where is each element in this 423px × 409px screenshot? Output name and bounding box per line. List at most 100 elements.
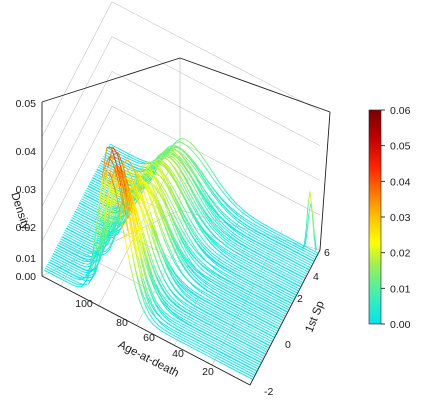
- density-curve-segment: [223, 220, 230, 225]
- density-curve-segment: [243, 348, 250, 352]
- density-curve-segment: [295, 259, 301, 263]
- density-curve-segment: [146, 249, 153, 266]
- density-curve-segment: [187, 245, 194, 253]
- density-curve-segment: [182, 326, 189, 330]
- density-curve-segment: [210, 319, 216, 323]
- density-curve-segment: [165, 182, 172, 191]
- density-curve-segment: [201, 314, 207, 318]
- density-curve-segment: [198, 332, 204, 336]
- density-curve-segment: [159, 322, 165, 328]
- density-curve-segment: [213, 313, 220, 317]
- density-curve-segment: [211, 328, 218, 332]
- density-curve-segment: [142, 284, 149, 299]
- density-curve-segment: [195, 336, 202, 340]
- density-curve-segment: [265, 340, 272, 344]
- density-curve-segment: [80, 246, 86, 250]
- density-curve-segment: [243, 337, 249, 341]
- density-curve-segment: [277, 247, 284, 251]
- density-curve-segment: [173, 166, 179, 174]
- density-curve-segment: [247, 272, 253, 276]
- density-curve-segment: [198, 343, 204, 347]
- density-curve-segment: [167, 307, 173, 313]
- density-curve-segment: [267, 290, 273, 295]
- density-curve-segment: [242, 280, 249, 284]
- density-curve-segment: [145, 225, 151, 243]
- density-curve-segment: [228, 285, 234, 290]
- density-curve-segment: [68, 245, 74, 249]
- density-curve-segment: [263, 334, 269, 338]
- density-curve-segment: [297, 255, 304, 259]
- density-curve-segment: [179, 255, 186, 265]
- density-curve-segment: [241, 317, 248, 321]
- density-curve-segment: [248, 339, 254, 343]
- density-curve-segment: [217, 231, 223, 237]
- density-curve-segment: [209, 332, 216, 336]
- density-curve-segment: [178, 158, 185, 165]
- density-curve-segment: [250, 300, 256, 304]
- density-curve-segment: [260, 222, 266, 226]
- density-curve-segment: [88, 273, 94, 277]
- density-curve-segment: [171, 174, 177, 184]
- density-curve-segment: [300, 251, 306, 255]
- density-curve-segment: [229, 247, 235, 252]
- density-curve-segment: [192, 279, 199, 285]
- density-curve-segment: [113, 164, 119, 182]
- density-curve-segment: [220, 346, 226, 350]
- density-curve-segment: [58, 277, 64, 281]
- density-curve-segment: [235, 206, 242, 212]
- density-curve-segment: [75, 232, 81, 237]
- density-curve-segment: [285, 257, 291, 261]
- density-curve-segment: [207, 203, 213, 212]
- density-curve-segment: [210, 295, 217, 300]
- density-curve-segment: [266, 327, 272, 331]
- density-curve-segment: [223, 363, 229, 368]
- density-curve-segment: [124, 161, 130, 166]
- density-curve-segment: [183, 285, 190, 291]
- density-curve-segment: [184, 197, 190, 207]
- density-curve-segment: [284, 293, 290, 298]
- density-curve-segment: [159, 214, 166, 228]
- density-curve-segment: [224, 327, 230, 331]
- density-curve-segment: [192, 264, 198, 271]
- density-curve-segment: [223, 353, 229, 357]
- density-curve-segment: [244, 265, 251, 269]
- density-curve-segment: [256, 230, 262, 235]
- density-curve-segment: [279, 267, 285, 271]
- density-curve-segment: [265, 294, 271, 299]
- density-curve-segment: [216, 192, 222, 199]
- density-curve-segment: [148, 192, 154, 205]
- density-curve-segment: [186, 331, 192, 335]
- density-curve-segment: [280, 265, 286, 269]
- density-curve-segment: [205, 281, 212, 286]
- density-curve-segment: [220, 197, 227, 204]
- density-curve-segment: [175, 246, 181, 257]
- density-curve-segment: [258, 355, 264, 359]
- density-curve-segment: [247, 328, 254, 332]
- density-curve-segment: [137, 215, 143, 234]
- x-tick-label: 60: [143, 332, 155, 344]
- density-curve-segment: [219, 302, 225, 307]
- density-curve-segment: [218, 216, 225, 222]
- density-curve-segment: [241, 271, 247, 275]
- density-curve-segment: [195, 182, 201, 191]
- density-curve-segment: [173, 249, 180, 260]
- density-curve-segment: [245, 227, 252, 231]
- density-curve-segment: [214, 275, 221, 280]
- density-curve-segment: [132, 193, 138, 200]
- density-curve-segment: [72, 273, 78, 277]
- density-curve-segment: [273, 267, 280, 271]
- density-curve-segment: [114, 168, 120, 175]
- density-curve-segment: [206, 204, 212, 213]
- density-curve-segment: [222, 260, 228, 265]
- density-curve-segment: [186, 191, 193, 202]
- density-curve-segment: [241, 247, 248, 251]
- density-curve-segment: [151, 225, 158, 238]
- density-curve-segment: [181, 182, 188, 193]
- density-curve-segment: [97, 210, 104, 251]
- density-curve-segment: [207, 171, 214, 179]
- density-curve-segment: [203, 321, 209, 325]
- density-curve-segment: [132, 157, 138, 161]
- density-curve-segment: [234, 366, 240, 371]
- density-curve-segment: [234, 284, 241, 288]
- density-curve-segment: [238, 242, 244, 247]
